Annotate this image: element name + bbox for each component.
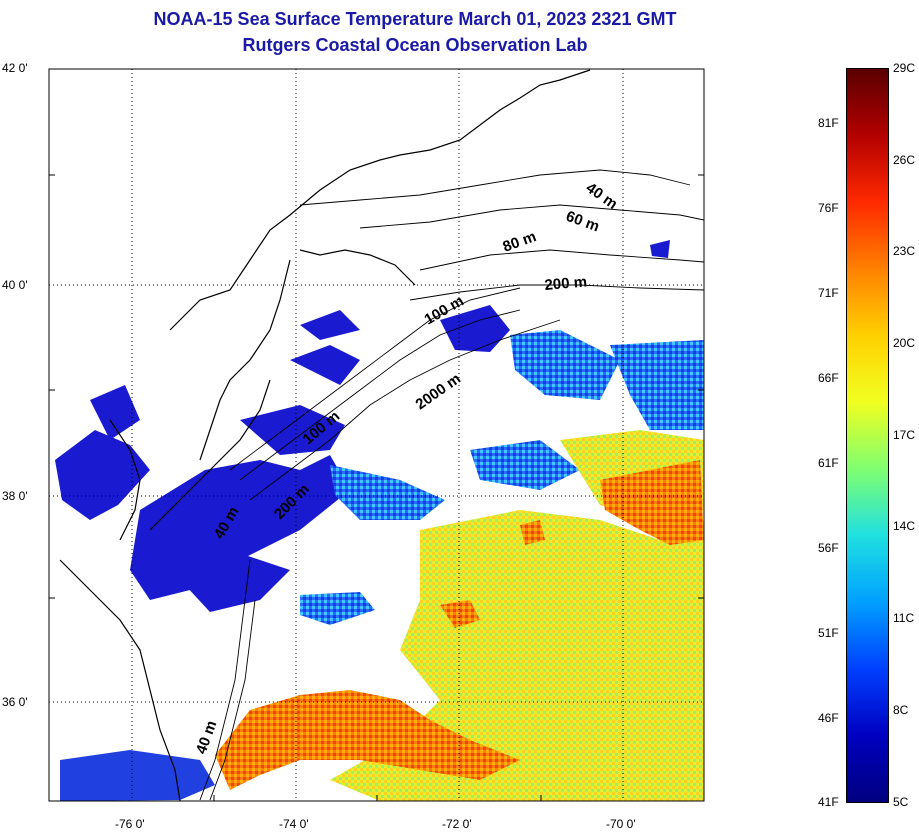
lon-label: -76 0' — [115, 817, 145, 831]
colorbar-c-label: 23C — [893, 244, 916, 258]
frame-ticks — [49, 174, 704, 801]
map-title: NOAA-15 Sea Surface Temperature March 01… — [153, 9, 677, 29]
colorbar-c-label: 14C — [893, 519, 916, 533]
coastal-cool-band — [60, 750, 215, 801]
colorbar-f-label: 56F — [818, 541, 839, 555]
colorbar-c-label: 17C — [893, 428, 916, 442]
colorbar-f-label: 46F — [818, 711, 839, 725]
colorbar-c-label: 11C — [893, 611, 915, 625]
colorbar-c-label: 5C — [893, 795, 909, 809]
lat-label: 40 0' — [2, 278, 28, 292]
temperature-colorbar — [846, 68, 889, 803]
colorbar-f-label: 71F — [818, 286, 839, 300]
colorbar-c-label: 20C — [893, 336, 916, 350]
map-subtitle: Rutgers Coastal Ocean Observation Lab — [242, 35, 588, 55]
coastline — [59, 69, 591, 801]
bathymetry-contours — [199, 169, 704, 801]
lon-label: -70 0' — [606, 817, 636, 831]
cold-water-region — [55, 240, 670, 612]
svg-text:40 m: 40 m — [583, 179, 621, 213]
lat-label: 38 0' — [2, 489, 28, 503]
svg-text:40 m: 40 m — [193, 718, 221, 756]
gulf-stream-region — [215, 460, 704, 790]
colorbar-c-label: 29C — [893, 61, 916, 75]
colorbar-f-label: 61F — [818, 456, 839, 470]
colorbar-f-label: 51F — [818, 626, 839, 640]
lon-label: -74 0' — [279, 817, 309, 831]
colorbar-f-label: 76F — [818, 201, 839, 215]
lat-label: 42 0' — [2, 61, 28, 75]
colorbar-f-label: 81F — [818, 116, 839, 130]
lon-label: -72 0' — [442, 817, 472, 831]
svg-text:200 m: 200 m — [544, 273, 588, 294]
colorbar-f-label: 66F — [818, 371, 839, 385]
colorbar-f-label: 41F — [818, 795, 839, 809]
svg-text:60 m: 60 m — [564, 208, 602, 236]
svg-text:2000 m: 2000 m — [413, 370, 464, 413]
lat-label: 36 0' — [2, 695, 28, 709]
colorbar-c-label: 26C — [893, 153, 916, 167]
colorbar-c-label: 8C — [893, 703, 909, 717]
